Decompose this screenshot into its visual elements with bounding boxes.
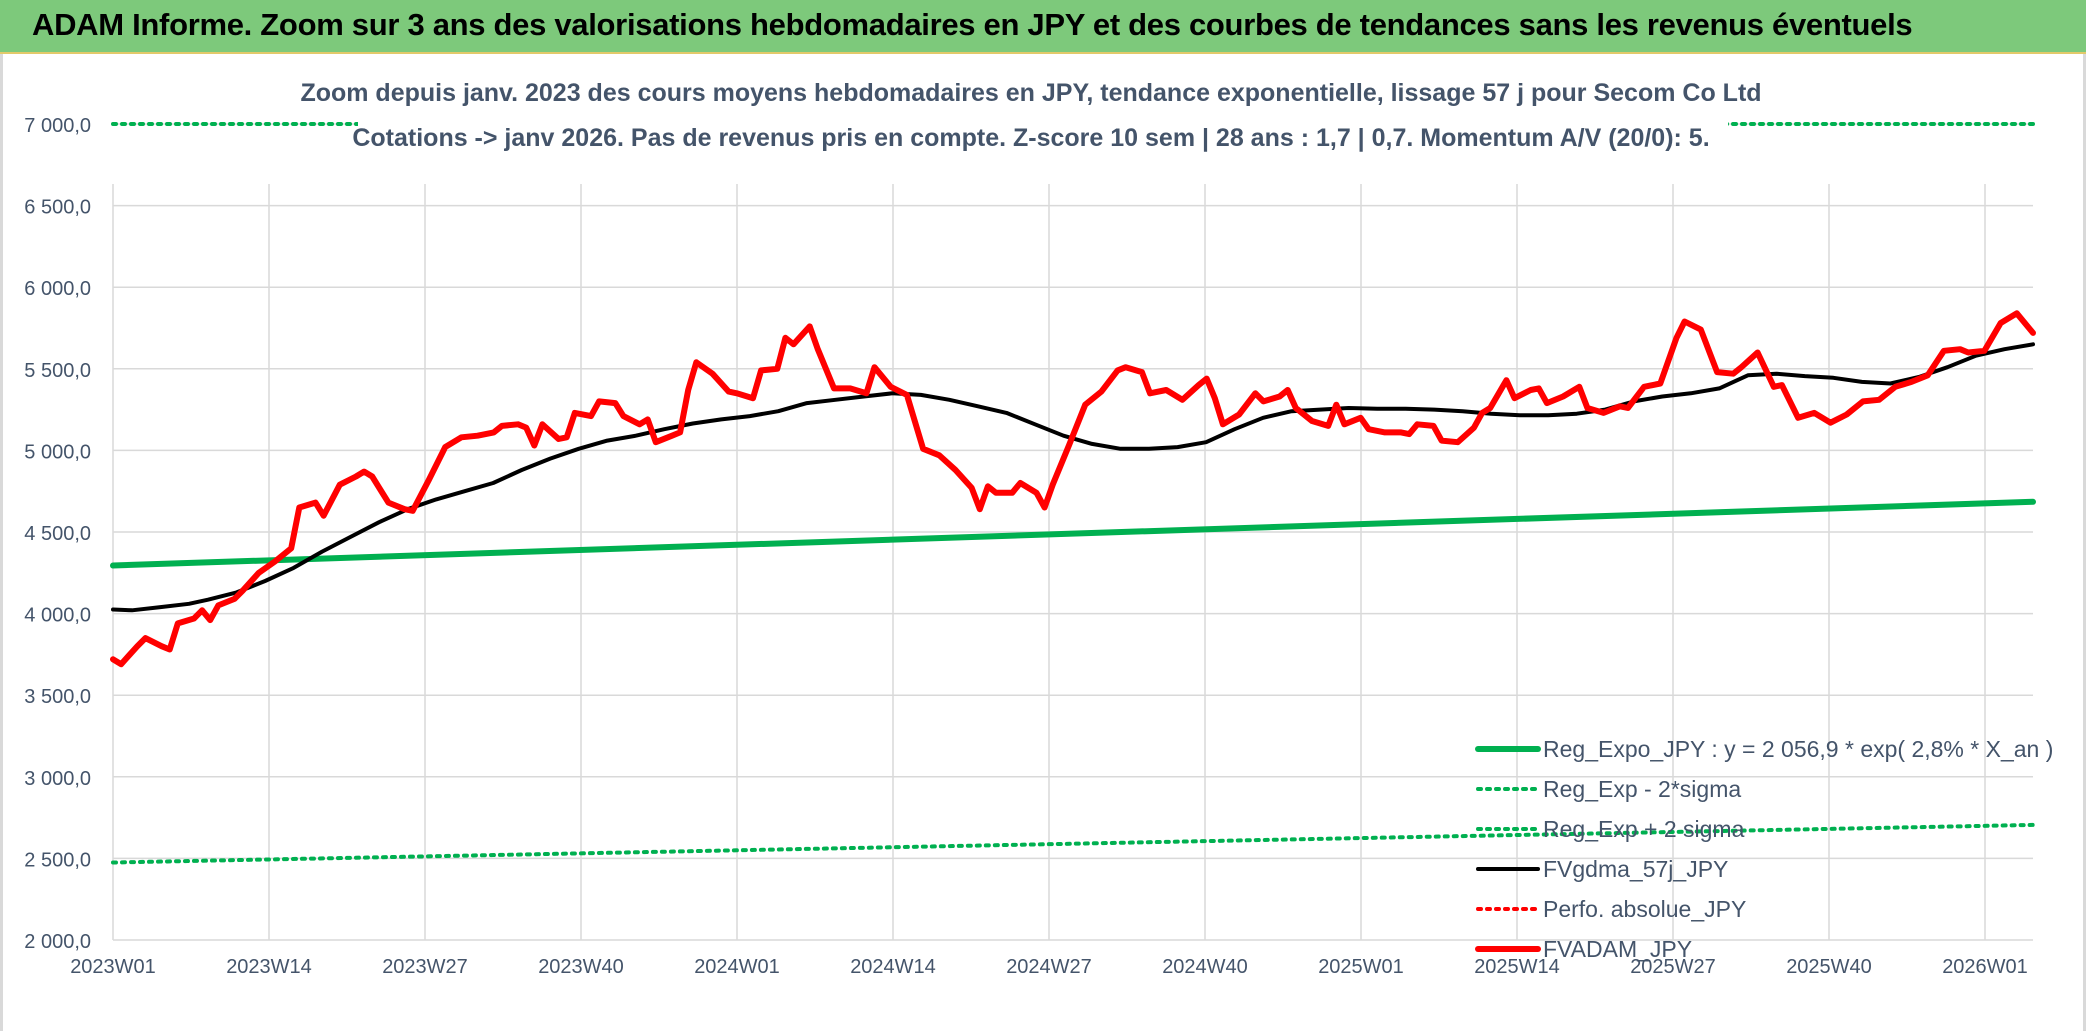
x-tick-label: 2023W01 xyxy=(70,956,156,978)
legend-label-4: Perfo. absolue_JPY xyxy=(1543,896,1746,922)
y-tick-label: 4 500,0 xyxy=(24,523,91,545)
x-tick-label: 2024W27 xyxy=(1006,956,1092,978)
y-tick-label: 5 500,0 xyxy=(24,360,91,382)
legend-label-0: Reg_Expo_JPY : y = 2 056,9 * exp( 2,8% *… xyxy=(1543,736,2053,762)
chart-frame: 2 000,0 2 500,0 3 000,0 3 500,0 4 000,0 4 500… xyxy=(0,54,2086,1031)
legend-label-3: FVgdma_57j_JPY xyxy=(1543,856,1728,882)
legend-label-1: Reg_Exp - 2*sigma xyxy=(1543,776,1741,802)
x-tick-label: 2023W14 xyxy=(226,956,312,978)
axis-labels: 2 000,0 2 500,0 3 000,0 3 500,0 4 000,0 4 500… xyxy=(24,115,2028,978)
x-tick-label: 2026W01 xyxy=(1942,956,2028,978)
x-tick-label: 2025W27 xyxy=(1630,956,1716,978)
report-title: ADAM Informe. Zoom sur 3 ans des valoris… xyxy=(32,7,1913,42)
series-line-3 xyxy=(111,342,2035,613)
x-tick-label: 2023W40 xyxy=(538,956,624,978)
y-tick-label: 7 000,0 xyxy=(24,115,91,137)
x-tick-label: 2023W27 xyxy=(382,956,468,978)
x-tick-label: 2024W40 xyxy=(1162,956,1248,978)
title-backdrop xyxy=(358,74,1728,140)
legend: Reg_Expo_JPY : y = 2 056,9 * exp( 2,8% *… xyxy=(1475,736,2053,962)
y-tick-label: 3 000,0 xyxy=(24,768,91,790)
x-tick-label: 2025W40 xyxy=(1786,956,1872,978)
series-line-1 xyxy=(111,822,2035,865)
y-tick-label: 6 500,0 xyxy=(24,197,91,219)
y-tick-label: 4 000,0 xyxy=(24,605,91,627)
y-tick-label: 6 000,0 xyxy=(24,278,91,300)
series-line-5 xyxy=(110,310,2036,668)
chart-title: Zoom depuis janv. 2023 des cours moyens … xyxy=(300,79,1761,107)
report-banner: ADAM Informe. Zoom sur 3 ans des valoris… xyxy=(0,0,2086,54)
x-tick-label: 2025W14 xyxy=(1474,956,1560,978)
x-tick-label: 2025W01 xyxy=(1318,956,1404,978)
y-tick-label: 3 500,0 xyxy=(24,686,91,708)
legend-label-2: Reg_Exp + 2 sigma xyxy=(1543,816,1745,842)
y-tick-label: 5 000,0 xyxy=(24,441,91,463)
line-chart: 2 000,0 2 500,0 3 000,0 3 500,0 4 000,0 4 500… xyxy=(24,74,2053,978)
x-tick-label: 2024W01 xyxy=(694,956,780,978)
chart-subtitle: Cotations -> janv 2026. Pas de revenus p… xyxy=(352,124,1709,152)
x-tick-label: 2024W14 xyxy=(850,956,936,978)
series-layer xyxy=(110,122,2036,865)
y-tick-label: 2 000,0 xyxy=(24,931,91,953)
legend-label-5: FVADAM_JPY xyxy=(1543,936,1692,962)
y-tick-label: 2 500,0 xyxy=(24,849,91,871)
series-line-0 xyxy=(110,498,2036,569)
